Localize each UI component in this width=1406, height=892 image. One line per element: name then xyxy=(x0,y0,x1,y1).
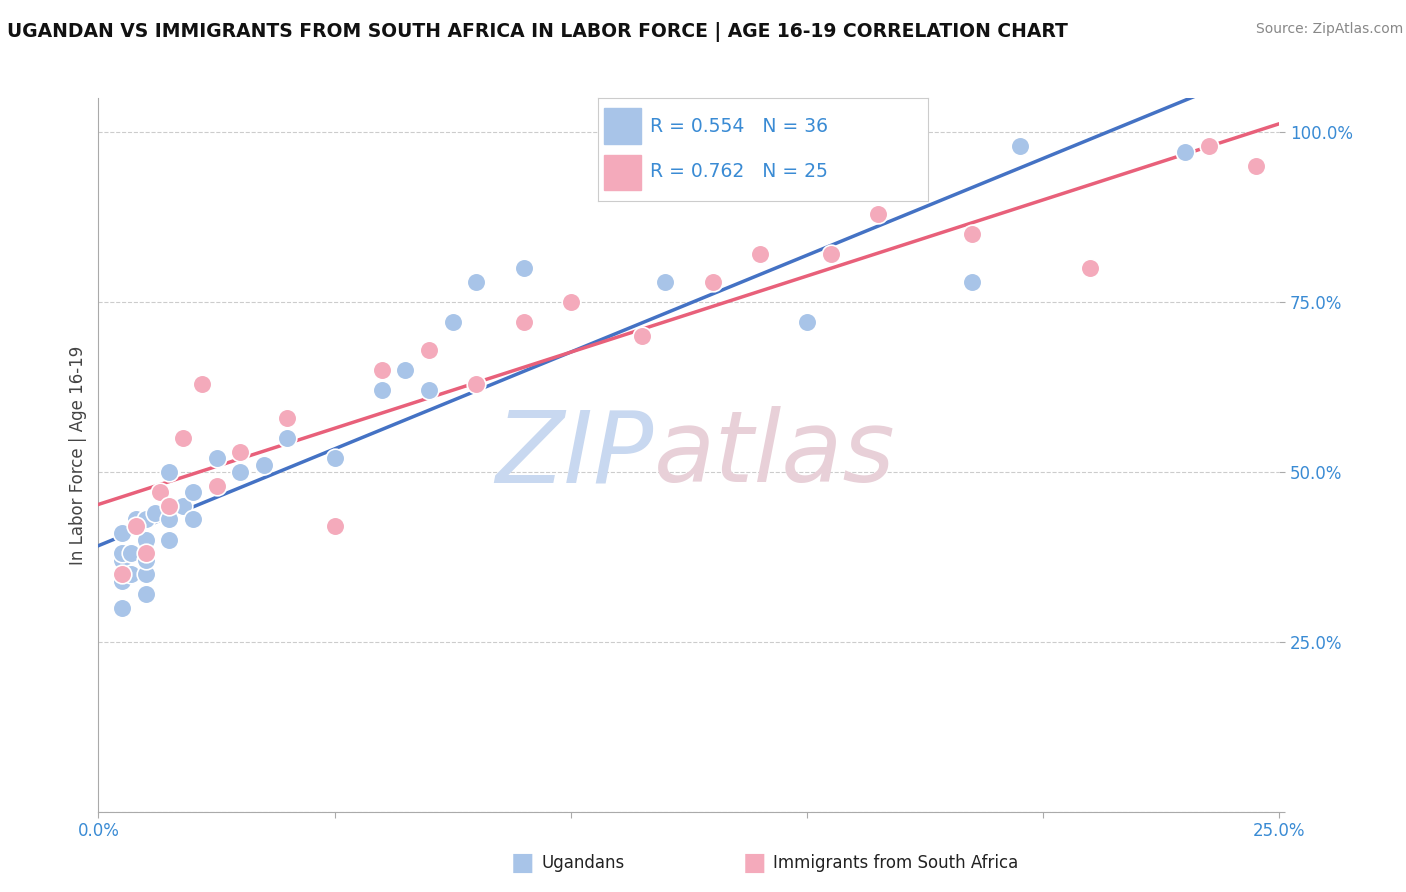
Text: atlas: atlas xyxy=(654,407,896,503)
Point xyxy=(125,519,148,533)
Point xyxy=(135,546,157,560)
Point xyxy=(205,451,228,466)
Point xyxy=(630,329,652,343)
Point xyxy=(323,519,346,533)
Point xyxy=(394,363,416,377)
Point xyxy=(135,566,157,581)
Point xyxy=(121,546,143,560)
Point xyxy=(276,410,298,425)
Point xyxy=(111,574,134,588)
Point xyxy=(441,315,464,329)
Point xyxy=(962,227,984,241)
Point xyxy=(157,465,180,479)
Point xyxy=(1008,138,1031,153)
Point xyxy=(135,553,157,567)
Y-axis label: In Labor Force | Age 16-19: In Labor Force | Age 16-19 xyxy=(69,345,87,565)
Point xyxy=(111,553,134,567)
Point xyxy=(371,384,394,398)
Point xyxy=(465,275,488,289)
Text: R = 0.762   N = 25: R = 0.762 N = 25 xyxy=(651,162,828,181)
Text: ■: ■ xyxy=(510,851,534,874)
Point xyxy=(181,512,204,526)
Point xyxy=(820,247,842,261)
Point xyxy=(371,363,394,377)
Point xyxy=(1198,138,1220,153)
Point xyxy=(157,533,180,547)
Point xyxy=(1174,145,1197,160)
Point xyxy=(125,512,148,526)
Point xyxy=(111,600,134,615)
Point xyxy=(143,506,166,520)
Point xyxy=(560,295,582,310)
Point xyxy=(229,444,252,458)
Point xyxy=(962,275,984,289)
Text: ■: ■ xyxy=(742,851,766,874)
Bar xyxy=(605,154,641,190)
Text: R = 0.554   N = 36: R = 0.554 N = 36 xyxy=(651,118,828,136)
Point xyxy=(135,533,157,547)
Text: Source: ZipAtlas.com: Source: ZipAtlas.com xyxy=(1256,22,1403,37)
Point xyxy=(111,526,134,541)
Point xyxy=(181,485,204,500)
Point xyxy=(748,247,770,261)
Point xyxy=(418,343,440,357)
Point xyxy=(512,260,534,275)
Point xyxy=(121,566,143,581)
Point xyxy=(654,275,676,289)
Point xyxy=(323,451,346,466)
Point xyxy=(276,431,298,445)
Text: UGANDAN VS IMMIGRANTS FROM SOUTH AFRICA IN LABOR FORCE | AGE 16-19 CORRELATION C: UGANDAN VS IMMIGRANTS FROM SOUTH AFRICA … xyxy=(7,22,1069,42)
Point xyxy=(172,431,194,445)
Point xyxy=(111,546,134,560)
Point xyxy=(172,499,194,513)
Point xyxy=(149,485,172,500)
Point xyxy=(135,587,157,601)
Point xyxy=(866,207,889,221)
Point xyxy=(253,458,276,472)
Text: ZIP: ZIP xyxy=(495,407,654,503)
Point xyxy=(111,566,134,581)
Point xyxy=(1080,260,1102,275)
Text: Immigrants from South Africa: Immigrants from South Africa xyxy=(773,854,1018,871)
Point xyxy=(796,315,818,329)
Point xyxy=(418,384,440,398)
Bar xyxy=(605,108,641,145)
Point xyxy=(157,512,180,526)
Point xyxy=(191,376,214,391)
Point xyxy=(205,478,228,492)
Point xyxy=(229,465,252,479)
Point xyxy=(512,315,534,329)
Text: Ugandans: Ugandans xyxy=(541,854,624,871)
Point xyxy=(157,499,180,513)
Point xyxy=(135,512,157,526)
Point xyxy=(465,376,488,391)
Point xyxy=(1244,159,1267,173)
Point xyxy=(702,275,724,289)
